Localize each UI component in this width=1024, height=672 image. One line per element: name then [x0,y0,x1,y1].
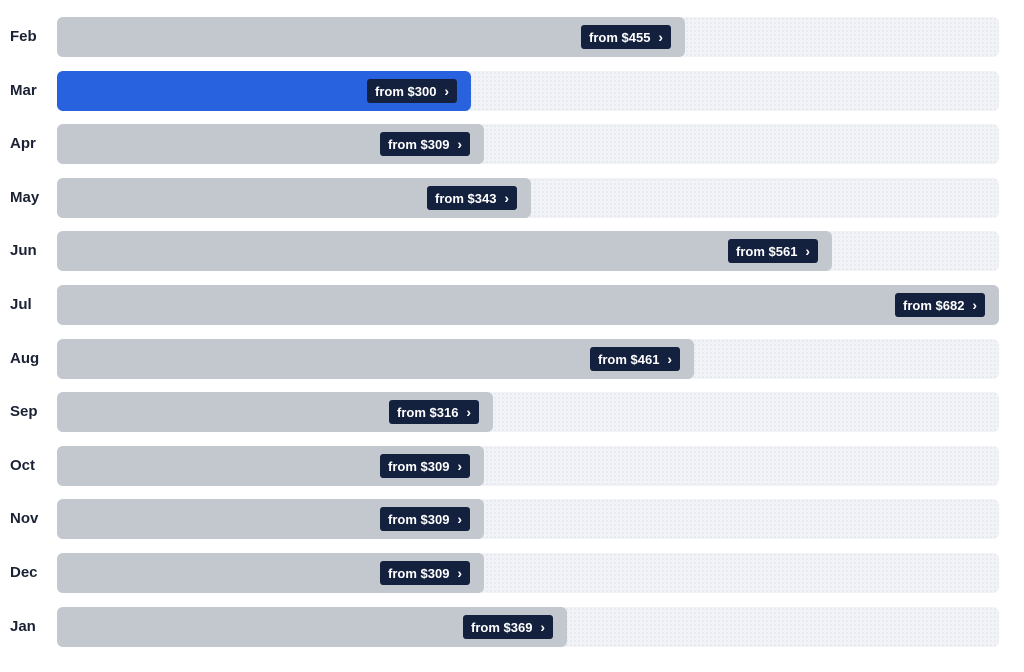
bar-track[interactable]: from $309 › [57,124,999,164]
bar-row: Aug from $461 › [0,339,1024,379]
bar-row: Jan from $369 › [0,607,1024,647]
bar-track[interactable]: from $309 › [57,553,999,593]
price-bar [57,231,832,271]
price-label: from $461 [598,352,660,367]
price-label: from $316 [397,405,459,420]
price-label: from $343 [435,191,497,206]
chevron-right-icon: › [667,351,673,367]
bar-row: Feb from $455 › [0,17,1024,57]
chevron-right-icon: › [444,83,450,99]
month-label: Aug [10,350,40,367]
bar-row: Sep from $316 › [0,392,1024,432]
price-tag-button[interactable]: from $309 › [380,507,471,531]
price-label: from $369 [471,620,533,635]
price-tag-button[interactable]: from $309 › [380,561,471,585]
month-label: Sep [10,403,38,420]
bar-row: Mar from $300 › [0,71,1024,111]
price-tag-button[interactable]: from $682 › [895,293,986,317]
price-tag-button[interactable]: from $309 › [380,132,471,156]
bar-track[interactable]: from $682 › [57,285,999,325]
price-label: from $682 [903,298,965,313]
bar-row: Jun from $561 › [0,231,1024,271]
chevron-right-icon: › [457,136,463,152]
chevron-right-icon: › [457,565,463,581]
bar-row: Oct from $309 › [0,446,1024,486]
month-label: Jul [10,296,32,313]
price-bar [57,339,694,379]
month-label: Apr [10,135,36,152]
bar-row: May from $343 › [0,178,1024,218]
month-label: Feb [10,28,37,45]
bar-track[interactable]: from $455 › [57,17,999,57]
price-bar [57,17,685,57]
bar-row: Apr from $309 › [0,124,1024,164]
chevron-right-icon: › [466,404,472,420]
price-tag-button[interactable]: from $455 › [581,25,672,49]
price-label: from $309 [388,459,450,474]
price-bar [57,285,999,325]
price-tag-button[interactable]: from $316 › [389,400,480,424]
month-label: Dec [10,564,38,581]
price-label: from $455 [589,30,651,45]
price-label: from $309 [388,512,450,527]
chevron-right-icon: › [457,458,463,474]
month-label: Jan [10,618,36,635]
month-label: May [10,189,40,206]
price-label: from $561 [736,244,798,259]
chevron-right-icon: › [504,190,510,206]
chevron-right-icon: › [972,297,978,313]
price-label: from $300 [375,84,437,99]
month-label: Mar [10,82,37,99]
price-tag-button[interactable]: from $561 › [728,239,819,263]
bar-track[interactable]: from $309 › [57,499,999,539]
bar-track[interactable]: from $343 › [57,178,999,218]
chevron-right-icon: › [805,243,811,259]
price-tag-button[interactable]: from $369 › [463,615,554,639]
bar-row: Dec from $309 › [0,553,1024,593]
bar-track[interactable]: from $309 › [57,446,999,486]
chevron-right-icon: › [540,619,546,635]
chevron-right-icon: › [457,511,463,527]
month-label: Jun [10,242,37,259]
price-tag-button[interactable]: from $461 › [590,347,681,371]
bar-track[interactable]: from $316 › [57,392,999,432]
chevron-right-icon: › [658,29,664,45]
bar-row: Nov from $309 › [0,499,1024,539]
bar-track[interactable]: from $461 › [57,339,999,379]
bar-track[interactable]: from $561 › [57,231,999,271]
price-tag-button[interactable]: from $309 › [380,454,471,478]
price-label: from $309 [388,137,450,152]
price-label: from $309 [388,566,450,581]
bar-track[interactable]: from $369 › [57,607,999,647]
month-label: Oct [10,457,36,474]
bar-track[interactable]: from $300 › [57,71,999,111]
month-label: Nov [10,510,39,527]
price-tag-button[interactable]: from $300 › [367,79,458,103]
bar-row: Jul from $682 › [0,285,1024,325]
price-tag-button[interactable]: from $343 › [427,186,518,210]
